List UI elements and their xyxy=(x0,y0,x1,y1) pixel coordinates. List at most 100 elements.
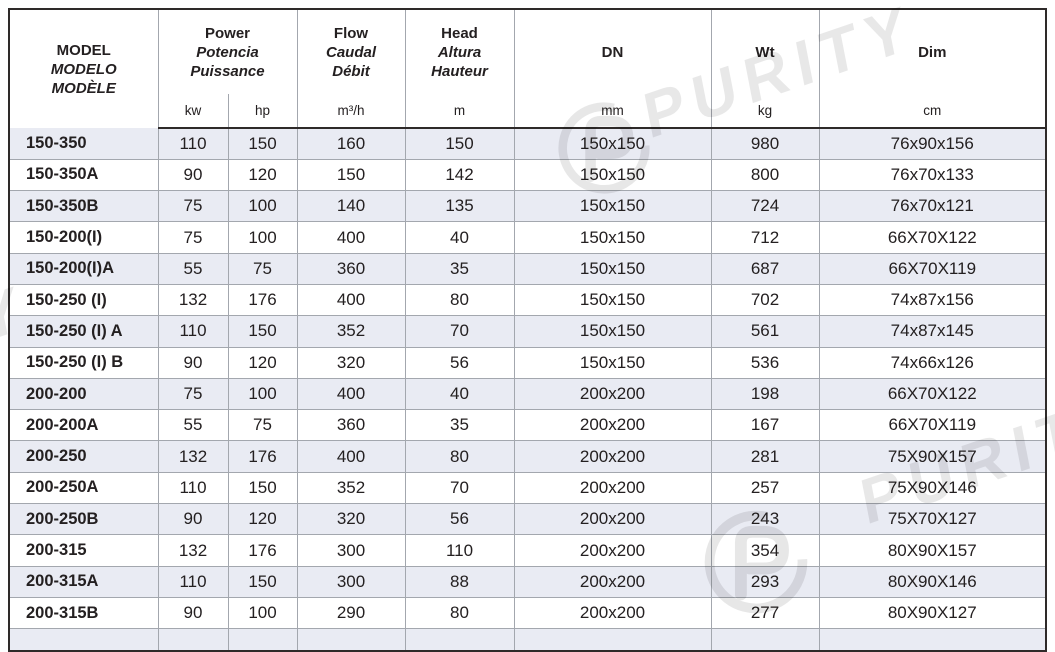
header-model-fr: MODÈLE xyxy=(51,79,116,97)
cell-model: 200-250 xyxy=(8,440,159,473)
cell-dn: 200x200 xyxy=(513,534,712,567)
cell-model: 200-315A xyxy=(8,565,159,598)
table-row: 150-350B 75 100 140 135 150x150 724 76x70x121 xyxy=(8,190,1047,223)
cell-flow: 300 xyxy=(296,565,406,598)
cell-flow: 400 xyxy=(296,221,406,254)
cell-dim: 80X90X127 xyxy=(818,596,1047,630)
cell-head: 35 xyxy=(404,252,515,285)
cell-hp: 120 xyxy=(227,158,298,192)
cell-dn: 150x150 xyxy=(513,252,712,285)
cell-hp: 100 xyxy=(227,190,298,223)
cell-dim: 66X70X119 xyxy=(818,252,1047,285)
cell-dim: 76x70x121 xyxy=(818,190,1047,223)
unit-head: m xyxy=(404,94,515,129)
cell-dn: 200x200 xyxy=(513,596,712,630)
header-model-en: MODEL xyxy=(56,41,111,59)
cell-dn: 150x150 xyxy=(513,127,712,160)
cell-flow: 320 xyxy=(296,346,406,379)
header-row-units: kw hp m³/h m mm kg cm xyxy=(9,94,1047,129)
cell-kw: 132 xyxy=(157,440,229,473)
cell-wt: 724 xyxy=(710,190,820,223)
header-flow-en: Flow xyxy=(333,24,369,42)
cell-kw: 110 xyxy=(157,565,229,598)
header-power-es: Potencia xyxy=(196,43,259,61)
cell-dim: 74x87x145 xyxy=(818,315,1047,348)
header-dn-label: DN xyxy=(601,43,624,61)
cell-dim: 66X70X122 xyxy=(818,221,1047,254)
table-row-partial xyxy=(8,628,1047,652)
cell-kw: 75 xyxy=(157,377,229,411)
cell-flow: 352 xyxy=(296,471,406,505)
cell-dim: 74x87x156 xyxy=(818,283,1047,317)
cell-hp: 100 xyxy=(227,221,298,254)
cell-flow: 320 xyxy=(296,503,406,536)
cell-hp: 100 xyxy=(227,377,298,411)
cell-dn: 150x150 xyxy=(513,158,712,192)
table-row: 150-250 (I) A 110 150 352 70 150x150 561 74x87x… xyxy=(8,315,1047,348)
table-row: 200-200 75 100 400 40 200x200 198 66X70X122 xyxy=(8,377,1047,411)
cell-model: 200-250A xyxy=(8,471,159,505)
cell-wt: 980 xyxy=(710,127,820,160)
cell-kw: 75 xyxy=(157,221,229,254)
table-row: 200-315 132 176 300 110 200x200 354 80X90X157 xyxy=(8,534,1047,567)
table-row: 150-350A 90 120 150 142 150x150 800 76x70x133 xyxy=(8,158,1047,192)
header-head-es: Altura xyxy=(437,43,482,61)
table-row: 150-200(I) 75 100 400 40 150x150 712 66X70X122 xyxy=(8,221,1047,254)
cell-flow: 290 xyxy=(296,596,406,630)
cell-head xyxy=(404,628,515,652)
header-dim-label: Dim xyxy=(918,43,947,61)
header-wt-label: Wt xyxy=(755,43,775,61)
cell-dim: 66X70X119 xyxy=(818,409,1047,442)
header-head-en: Head xyxy=(441,24,478,42)
cell-hp: 100 xyxy=(227,596,298,630)
cell-head: 56 xyxy=(404,503,515,536)
unit-dn: mm xyxy=(513,94,712,129)
cell-kw: 90 xyxy=(157,346,229,379)
cell-hp: 150 xyxy=(227,565,298,598)
table-row: 200-250A 110 150 352 70 200x200 257 75X90X146 xyxy=(8,471,1047,505)
cell-kw: 110 xyxy=(157,471,229,505)
cell-dim: 80X90X157 xyxy=(818,534,1047,567)
cell-kw: 55 xyxy=(157,252,229,285)
cell-dn: 200x200 xyxy=(513,503,712,536)
header-flow-es: Caudal xyxy=(325,43,376,61)
cell-wt: 167 xyxy=(710,409,820,442)
header-power: Power Potencia Puissance xyxy=(157,8,298,94)
cell-hp xyxy=(227,628,298,652)
cell-hp: 120 xyxy=(227,346,298,379)
cell-head: 40 xyxy=(404,377,515,411)
header-dn: DN xyxy=(513,8,712,94)
cell-hp: 120 xyxy=(227,503,298,536)
cell-dim: 66X70X122 xyxy=(818,377,1047,411)
cell-dn: 200x200 xyxy=(513,440,712,473)
cell-wt: 277 xyxy=(710,596,820,630)
cell-wt: 257 xyxy=(710,471,820,505)
cell-head: 110 xyxy=(404,534,515,567)
cell-dim: 76x90x156 xyxy=(818,127,1047,160)
header-head-fr: Hauteur xyxy=(431,62,488,80)
cell-dim: 80X90X146 xyxy=(818,565,1047,598)
cell-kw: 90 xyxy=(157,596,229,630)
cell-model: 150-250 (I) xyxy=(8,283,159,317)
cell-dn: 200x200 xyxy=(513,565,712,598)
cell-dim: 74x66x126 xyxy=(818,346,1047,379)
cell-model: 150-200(I)A xyxy=(8,252,159,285)
table-row: 150-350 110 150 160 150 150x150 980 76x90x156 xyxy=(8,127,1047,160)
table-row: 200-315B 90 100 290 80 200x200 277 80X90X127 xyxy=(8,596,1047,630)
pump-spec-table: MODEL MODELO MODÈLE Power Potencia Puiss… xyxy=(8,8,1047,652)
cell-dim: 75X70X127 xyxy=(818,503,1047,536)
cell-dn: 150x150 xyxy=(513,221,712,254)
cell-model: 200-250B xyxy=(8,503,159,536)
cell-flow: 360 xyxy=(296,409,406,442)
header-row-labels: MODEL MODELO MODÈLE Power Potencia Puiss… xyxy=(8,8,1047,128)
cell-hp: 176 xyxy=(227,283,298,317)
unit-dim: cm xyxy=(818,94,1047,129)
header-model-es: MODELO xyxy=(50,60,117,78)
cell-kw: 132 xyxy=(157,534,229,567)
table-row: 200-250B 90 120 320 56 200x200 243 75X70X127 xyxy=(8,503,1047,536)
cell-wt: 293 xyxy=(710,565,820,598)
cell-kw: 110 xyxy=(157,315,229,348)
header-model: MODEL MODELO MODÈLE xyxy=(8,8,159,128)
cell-hp: 150 xyxy=(227,315,298,348)
